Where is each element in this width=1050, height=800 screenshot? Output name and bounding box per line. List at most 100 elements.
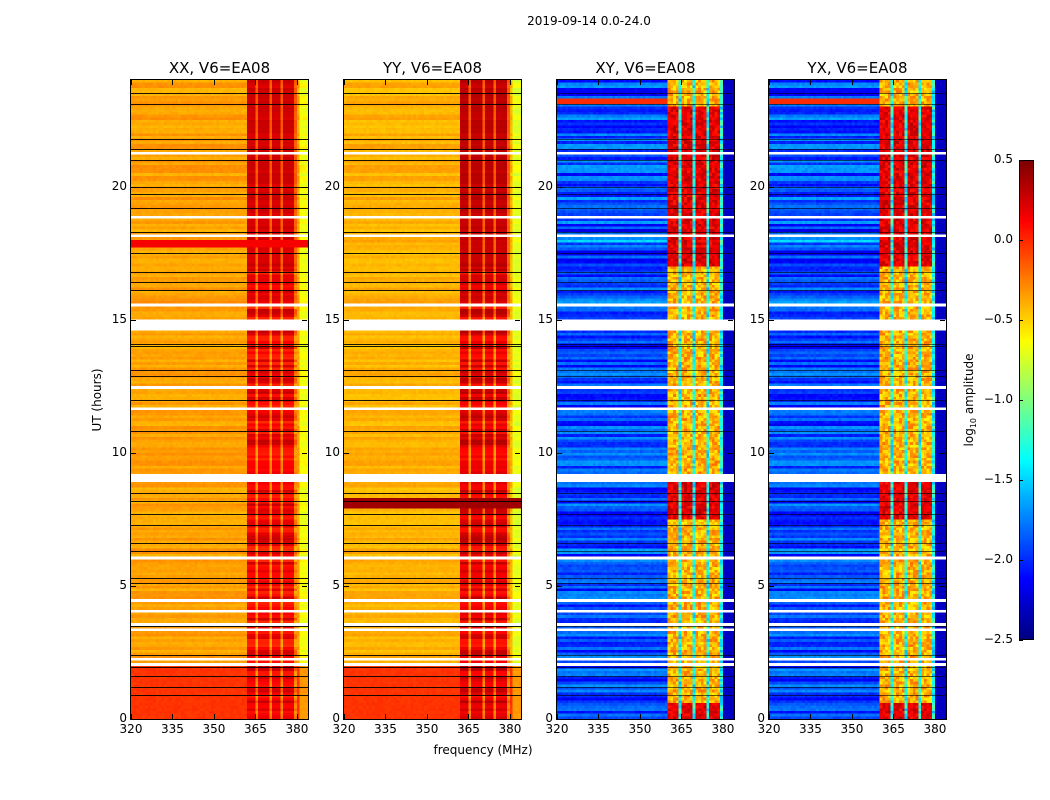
y-tick-mark: [302, 186, 307, 188]
heatmap-panel-3: [768, 79, 947, 720]
heatmap-panel-1: [343, 79, 522, 720]
flag-boundary-line: [557, 431, 734, 433]
y-tick-label: 20: [111, 178, 127, 193]
flag-boundary-line: [344, 375, 521, 377]
x-tick-mark: [557, 714, 558, 719]
flag-boundary-line: [131, 346, 308, 348]
flag-boundary-line: [557, 282, 734, 284]
y-tick-mark: [940, 186, 945, 188]
flag-boundary-line: [557, 655, 734, 657]
x-tick-label: 365: [244, 722, 267, 736]
colorbar-tick-label: −2.5: [983, 632, 1013, 646]
flag-boundary-line: [557, 375, 734, 377]
y-tick-mark: [344, 452, 349, 454]
flag-boundary-line: [769, 186, 946, 188]
flag-boundary-line: [344, 492, 521, 494]
flag-boundary-line: [344, 500, 521, 502]
y-tick-label: 5: [545, 577, 553, 592]
flag-boundary-line: [769, 370, 946, 372]
y-tick-label: 0: [119, 711, 127, 725]
flag-boundary-line: [557, 93, 734, 95]
flag-boundary-line: [557, 370, 734, 372]
y-tick-mark: [728, 319, 733, 321]
x-tick-label: 350: [840, 722, 864, 736]
flag-boundary-line: [131, 253, 308, 255]
flag-boundary-line: [557, 159, 734, 161]
y-tick-mark: [769, 452, 774, 454]
flag-boundary-line: [557, 346, 734, 348]
x-tick-mark: [296, 714, 298, 719]
colorbar-tick-mark: [1019, 560, 1023, 561]
flag-boundary-line: [131, 551, 308, 553]
flag-boundary-line: [131, 492, 308, 494]
flag-boundary-line: [131, 695, 308, 697]
y-tick-mark: [940, 719, 945, 720]
flag-boundary-line: [769, 399, 946, 401]
flag-boundary-line: [344, 186, 521, 188]
y-tick-mark: [728, 719, 733, 720]
flag-boundary-line: [769, 500, 946, 502]
flag-boundary-line: [769, 695, 946, 697]
x-tick-mark: [255, 714, 257, 719]
flag-boundary-line: [131, 149, 308, 151]
x-tick-mark: [131, 80, 132, 85]
x-tick-mark: [893, 80, 895, 85]
flag-boundary-line: [769, 93, 946, 95]
flag-boundary-line: [557, 676, 734, 678]
flag-boundary-line: [769, 492, 946, 494]
flag-boundary-line: [557, 500, 734, 502]
flag-boundary-line: [344, 231, 521, 233]
y-tick-mark: [302, 719, 307, 720]
flag-boundary-line: [344, 655, 521, 657]
flag-boundary-line: [131, 655, 308, 657]
x-tick-mark: [172, 714, 174, 719]
flag-boundary-line: [131, 93, 308, 95]
flag-boundary-line: [557, 103, 734, 105]
flag-boundary-line: [131, 524, 308, 526]
flag-boundary-line: [557, 524, 734, 526]
colorbar-tick-mark: [1019, 640, 1023, 641]
x-tick-mark: [131, 714, 132, 719]
y-tick-mark: [728, 585, 733, 587]
flag-boundary-line: [344, 370, 521, 372]
flag-boundary-line: [557, 253, 734, 255]
flag-boundary-line: [344, 290, 521, 292]
x-tick-mark: [934, 714, 936, 719]
colorbar-tick-mark: [1019, 160, 1023, 161]
panel-title: XY, V6=EA08: [595, 59, 696, 77]
flag-boundary-line: [769, 676, 946, 678]
x-tick-label: 320: [757, 722, 781, 736]
y-tick-mark: [557, 585, 562, 587]
flag-boundary-line: [557, 207, 734, 209]
y-tick-label: 15: [749, 311, 765, 326]
y-tick-mark: [515, 186, 520, 188]
x-tick-mark: [509, 80, 511, 85]
flag-boundary-line: [131, 186, 308, 188]
flag-boundary-line: [131, 687, 308, 689]
x-tick-mark: [385, 80, 387, 85]
colorbar-tick-mark: [1019, 400, 1023, 401]
flag-boundary-line: [131, 543, 308, 545]
x-tick-mark: [769, 714, 770, 719]
flag-boundary-line: [344, 695, 521, 697]
colorbar-tick-label: −2.0: [983, 552, 1013, 566]
flag-boundary-line: [131, 194, 308, 196]
x-tick-mark: [296, 80, 298, 85]
flag-boundary-line: [557, 625, 734, 627]
flag-boundary-line: [557, 695, 734, 697]
flag-boundary-line: [769, 103, 946, 105]
flag-boundary-line: [131, 431, 308, 433]
colorbar-tick-label: −1.0: [983, 392, 1013, 406]
flag-boundary-line: [344, 103, 521, 105]
flag-boundary-line: [344, 194, 521, 196]
flag-boundary-line: [557, 290, 734, 292]
y-tick-label: 10: [537, 444, 553, 459]
colorbar-label: log10 amplitude: [961, 353, 979, 447]
x-tick-label: 350: [415, 722, 439, 736]
colorbar-tick-label: 0.0: [993, 232, 1013, 246]
x-axis-label: frequency (MHz): [433, 743, 533, 757]
y-tick-mark: [557, 186, 562, 188]
panel-title: YX, V6=EA08: [807, 59, 908, 77]
flag-boundary-line: [131, 103, 308, 105]
x-tick-label: 350: [628, 722, 652, 736]
